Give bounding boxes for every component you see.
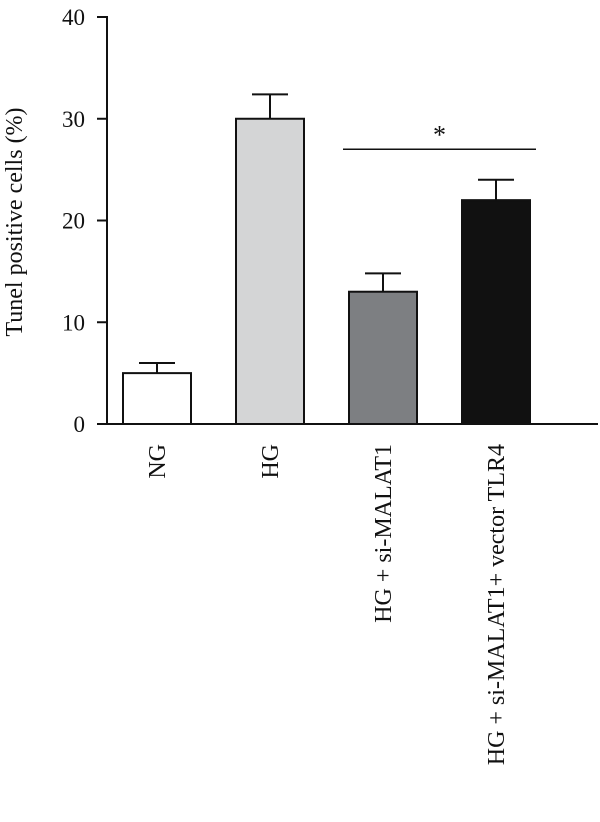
y-axis-label: Tunel positive cells (%) xyxy=(2,107,28,336)
bar xyxy=(122,372,192,425)
y-tick-label: 40 xyxy=(62,5,85,30)
y-tick-label: 0 xyxy=(74,412,86,437)
bar xyxy=(348,290,418,425)
x-tick-label: HG xyxy=(258,444,284,479)
y-tick-label: 30 xyxy=(62,107,85,132)
y-tick-label: 10 xyxy=(62,310,85,335)
x-tick-label: HG + si-MALAT1 xyxy=(371,444,397,623)
error-bar xyxy=(478,178,514,201)
bar xyxy=(461,199,531,425)
x-tick-label: NG xyxy=(145,444,171,479)
error-bar xyxy=(252,93,288,119)
significance-star: * xyxy=(433,120,446,149)
error-bar xyxy=(365,272,401,292)
x-tick-label: HG + si-MALAT1+ vector TLR4 xyxy=(484,444,510,765)
bar xyxy=(235,117,305,425)
error-bar xyxy=(139,361,175,374)
y-tick-label: 20 xyxy=(62,209,85,234)
